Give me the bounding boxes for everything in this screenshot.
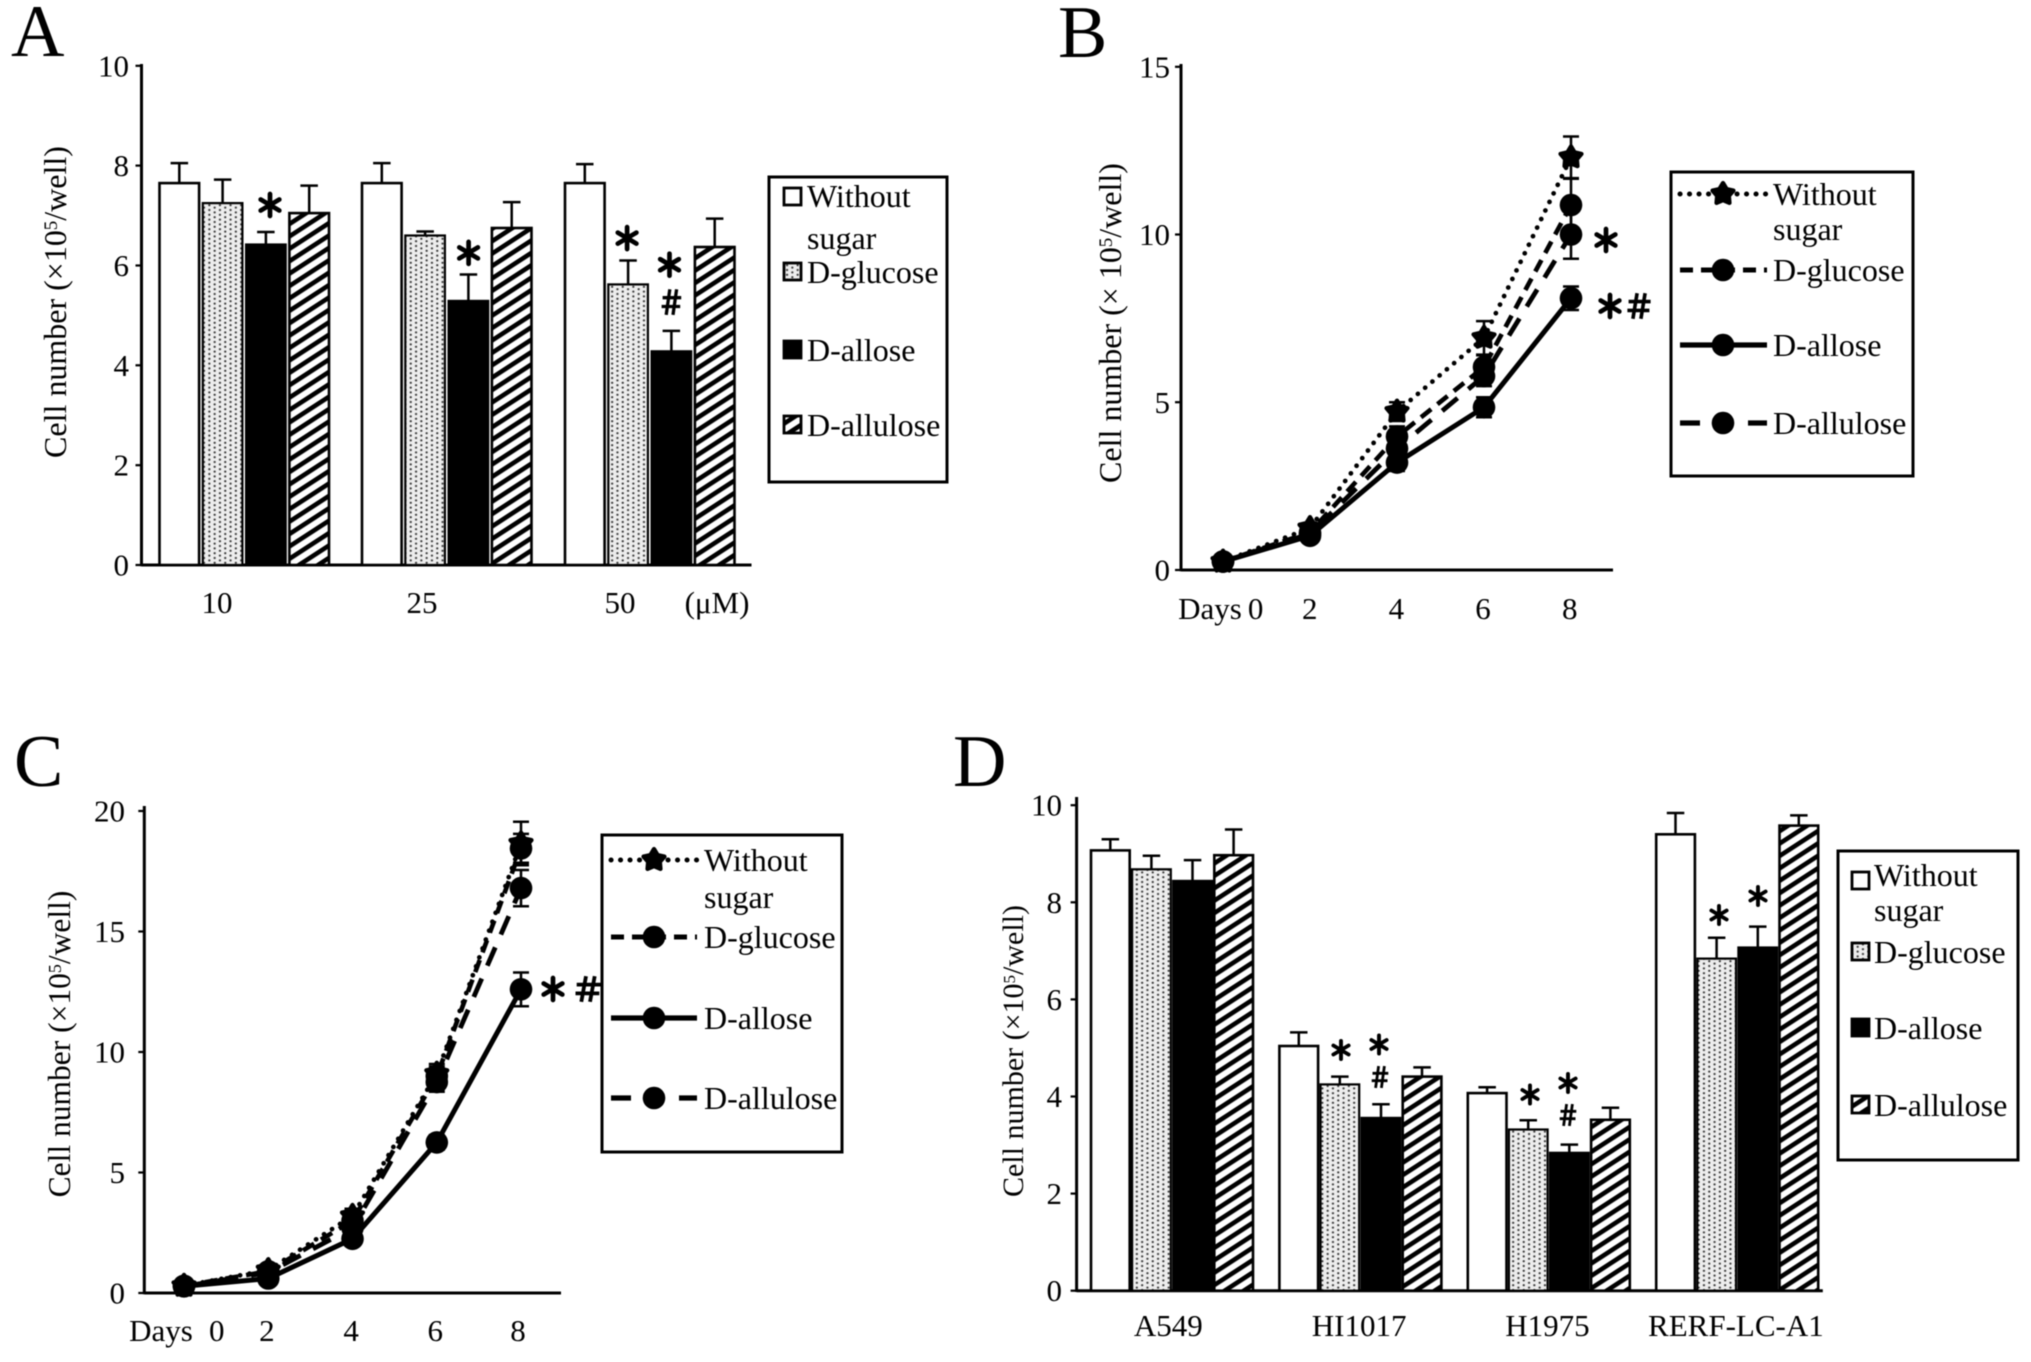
svg-text:0: 0 [1047,1273,1063,1308]
svg-text:D-allose: D-allose [1874,1010,1982,1046]
svg-text:6: 6 [1047,982,1063,1017]
svg-text:RERF-LC-A1: RERF-LC-A1 [1648,1308,1824,1343]
svg-text:Cell number (×105/well): Cell number (×105/well) [42,891,77,1198]
svg-text:0: 0 [110,1276,126,1311]
svg-text:0: 0 [209,1313,225,1348]
svg-text:C: C [14,721,63,803]
svg-text:6: 6 [1475,591,1491,626]
svg-text:5: 5 [110,1155,126,1190]
svg-text:15: 15 [94,914,125,949]
svg-text:sugar: sugar [807,220,877,256]
svg-text:A549: A549 [1134,1308,1203,1343]
svg-text:15: 15 [1139,49,1170,84]
svg-text:10: 10 [98,48,129,83]
svg-text:10: 10 [94,1035,125,1070]
svg-text:4: 4 [114,348,130,383]
svg-text:4: 4 [1047,1079,1063,1114]
svg-text:B: B [1058,0,1107,74]
svg-text:4: 4 [343,1313,359,1348]
svg-text:H1975: H1975 [1505,1308,1589,1343]
svg-text:0: 0 [1248,591,1264,626]
svg-text:sugar: sugar [704,879,774,915]
svg-text:Without: Without [704,842,808,878]
svg-text:50: 50 [605,585,636,620]
svg-text:sugar: sugar [1874,892,1944,928]
svg-text:D: D [953,721,1006,803]
svg-text:8: 8 [1047,885,1063,920]
svg-text:D-glucose: D-glucose [807,254,939,290]
svg-text:2: 2 [1302,591,1318,626]
svg-text:8: 8 [114,148,130,183]
svg-text:Cell number (×105/well): Cell number (×105/well) [997,905,1030,1197]
svg-text:D-allose: D-allose [807,332,915,368]
svg-text:D-glucose: D-glucose [1874,934,2006,970]
svg-text:D-glucose: D-glucose [1773,252,1905,288]
svg-text:2: 2 [1047,1176,1063,1211]
svg-text:Days: Days [1178,591,1242,626]
svg-text:D-glucose: D-glucose [704,919,836,955]
svg-text:5: 5 [1155,385,1171,420]
svg-text:HI1017: HI1017 [1312,1308,1407,1343]
svg-text:10: 10 [1139,217,1170,252]
svg-text:Without: Without [807,178,911,214]
svg-text:D-allulose: D-allulose [704,1080,837,1116]
svg-text:D-allulose: D-allulose [1773,405,1906,441]
svg-text:8: 8 [1562,591,1578,626]
svg-text:2: 2 [259,1313,275,1348]
svg-text:Days: Days [129,1313,193,1348]
svg-text:Without: Without [1874,857,1978,893]
svg-text:D-allulose: D-allulose [807,407,940,443]
svg-text:8: 8 [510,1313,526,1348]
svg-text:Cell number (×105/well): Cell number (×105/well) [37,146,73,458]
svg-text:0: 0 [114,548,130,583]
svg-text:25: 25 [407,585,438,620]
svg-text:A: A [11,0,64,73]
svg-text:10: 10 [1031,788,1062,823]
svg-text:D-allose: D-allose [704,1000,812,1036]
svg-text:(μM): (μM) [685,585,750,620]
svg-text:2: 2 [114,448,130,483]
svg-text:Cell number (× 105/well): Cell number (× 105/well) [1092,163,1128,483]
svg-text:20: 20 [94,794,125,829]
svg-text:0: 0 [1155,553,1171,588]
svg-text:sugar: sugar [1773,211,1843,247]
svg-text:6: 6 [428,1313,444,1348]
svg-text:6: 6 [114,248,130,283]
svg-text:D-allose: D-allose [1773,327,1881,363]
svg-text:4: 4 [1389,591,1405,626]
svg-text:10: 10 [202,585,233,620]
svg-text:D-allulose: D-allulose [1874,1087,2007,1123]
svg-text:Without: Without [1773,176,1877,212]
